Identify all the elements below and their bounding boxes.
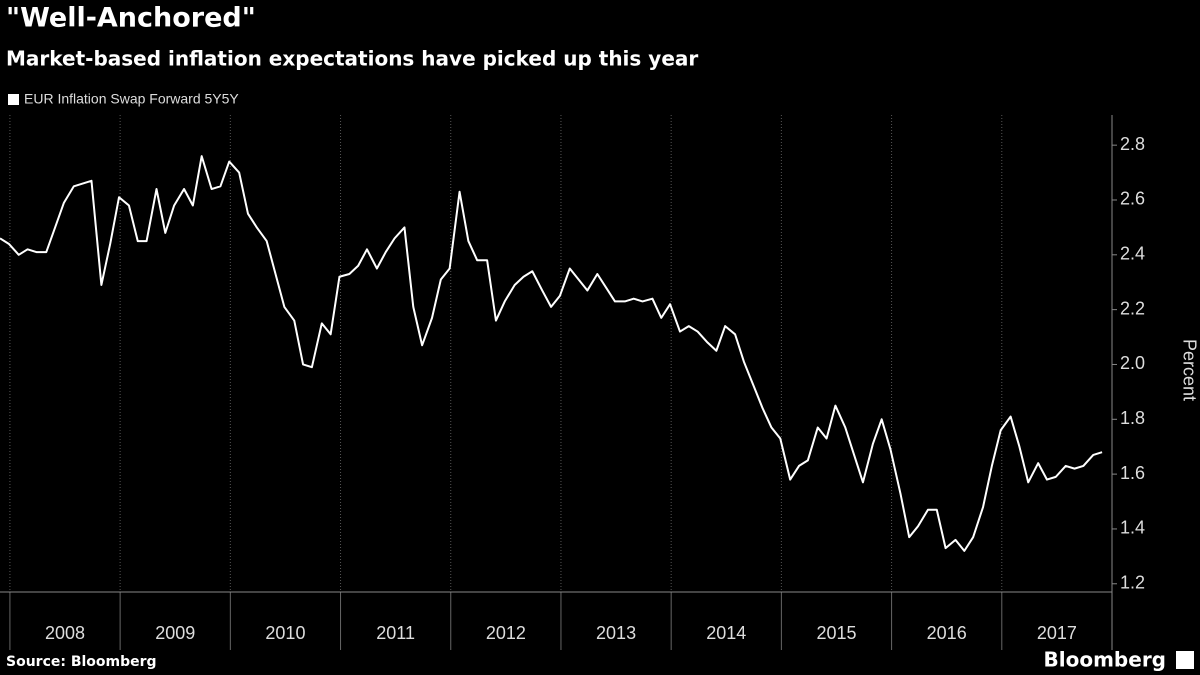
y-tick-label: 2.8 <box>1120 134 1145 154</box>
x-tick-label: 2010 <box>265 623 305 643</box>
x-tick-label: 2011 <box>376 623 415 643</box>
line-series <box>0 155 1103 552</box>
x-tick-label: 2015 <box>816 623 856 643</box>
chart-subtitle: Market-based inflation expectations have… <box>6 47 698 71</box>
y-tick-label: 1.2 <box>1120 573 1145 593</box>
x-tick-label: 2008 <box>45 623 85 643</box>
x-tick-label: 2013 <box>596 623 636 643</box>
y-tick-label: 1.6 <box>1120 463 1145 483</box>
y-tick-label: 2.2 <box>1120 298 1145 318</box>
y-tick-label: 2.4 <box>1120 244 1145 264</box>
x-tick-label: 2012 <box>486 623 526 643</box>
x-tick-label: 2016 <box>927 623 967 643</box>
x-tick-label: 2017 <box>1037 623 1077 643</box>
x-tick-label: 2014 <box>706 623 746 643</box>
y-tick-label: 2.6 <box>1120 189 1145 209</box>
y-axis-label: Percent <box>1179 339 1199 401</box>
chart-title: "Well-Anchored" <box>6 3 256 34</box>
legend-label: EUR Inflation Swap Forward 5Y5Y <box>24 91 239 107</box>
legend-swatch <box>8 94 19 105</box>
y-tick-label: 1.8 <box>1120 408 1145 428</box>
y-tick-label: 2.0 <box>1120 353 1145 373</box>
brand-icon <box>1176 651 1194 669</box>
y-tick-label: 1.4 <box>1120 518 1145 538</box>
brand: Bloomberg <box>1044 648 1166 672</box>
x-tick-label: 2009 <box>155 623 195 643</box>
source: Source: Bloomberg <box>6 654 157 670</box>
